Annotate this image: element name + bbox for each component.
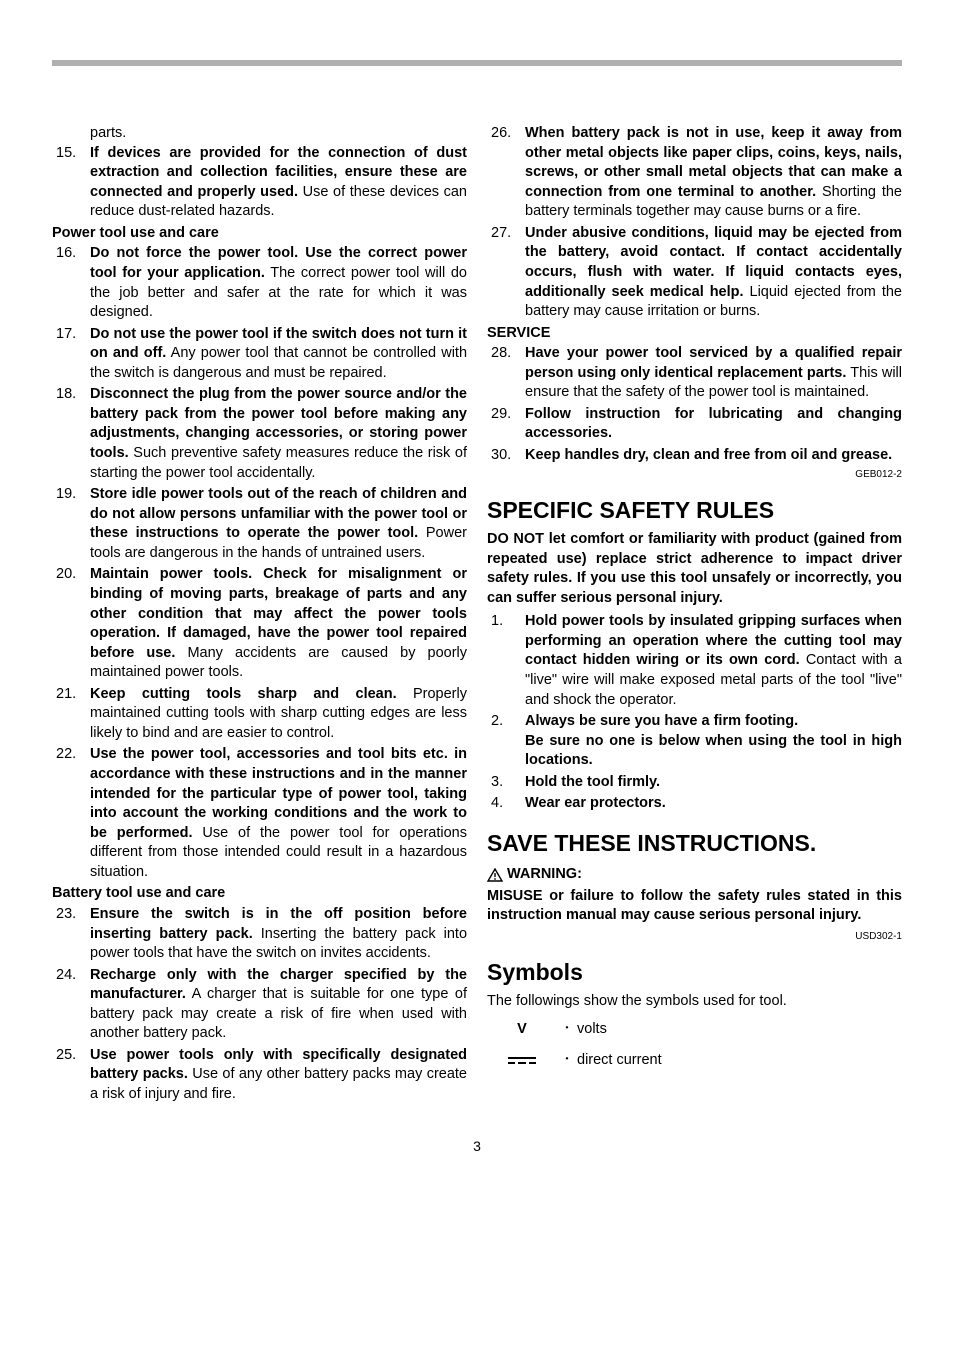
left-column: parts. 15. If devices are provided for t… — [52, 124, 467, 1107]
list-item: 17. Do not use the power tool if the swi… — [52, 325, 467, 384]
item-text: Have your power tool serviced by a quali… — [525, 344, 902, 403]
item-number: 2. — [487, 712, 525, 771]
item-number: 4. — [487, 794, 525, 814]
item-number: 21. — [52, 685, 90, 744]
item-text: Under abusive conditions, liquid may be … — [525, 224, 902, 322]
page: parts. 15. If devices are provided for t… — [0, 0, 954, 1185]
item-number: 20. — [52, 565, 90, 682]
item-text: Do not use the power tool if the switch … — [90, 325, 467, 384]
item-text: Wear ear protectors. — [525, 794, 902, 814]
item-text: Store idle power tools out of the reach … — [90, 485, 467, 563]
section-heading: SAVE THESE INSTRUCTIONS. — [487, 828, 902, 859]
item-number: 19. — [52, 485, 90, 563]
item-number: 16. — [52, 244, 90, 322]
item-text: Do not force the power tool. Use the cor… — [90, 244, 467, 322]
list-item: 23. Ensure the switch is in the off posi… — [52, 905, 467, 964]
item-text: Ensure the switch is in the off position… — [90, 905, 467, 964]
warning-body: MISUSE or failure to follow the safety r… — [487, 887, 902, 926]
item-number: 18. — [52, 385, 90, 483]
list-item: 25. Use power tools only with specifical… — [52, 1046, 467, 1105]
volt-symbol-icon: V — [487, 1020, 557, 1040]
item-text: Follow instruction for lubricating and c… — [525, 405, 902, 444]
list-item: 29. Follow instruction for lubricating a… — [487, 405, 902, 444]
page-number: 3 — [52, 1137, 902, 1156]
doc-code: USD302-1 — [487, 930, 902, 944]
symbols-intro: The followings show the symbols used for… — [487, 992, 902, 1012]
list-item: 19. Store idle power tools out of the re… — [52, 485, 467, 563]
item-14-continuation: parts. — [90, 124, 467, 144]
symbol-row: ･ direct current — [487, 1051, 902, 1071]
subheading: SERVICE — [487, 324, 902, 344]
item-number: 26. — [487, 124, 525, 222]
item-number: 15. — [52, 144, 90, 222]
item-number: 3. — [487, 773, 525, 793]
list-item: 1. Hold power tools by insulated grippin… — [487, 612, 902, 710]
symbol-row: V ･ volts — [487, 1020, 902, 1040]
list-item: 26. When battery pack is not in use, kee… — [487, 124, 902, 222]
section-intro: DO NOT let comfort or familiarity with p… — [487, 530, 902, 608]
item-text: Hold the tool firmly. — [525, 773, 902, 793]
section-heading: Symbols — [487, 957, 902, 988]
list-item: 15. If devices are provided for the conn… — [52, 144, 467, 222]
item-text: Always be sure you have a firm footing.B… — [525, 712, 902, 771]
item-text: Use the power tool, accessories and tool… — [90, 745, 467, 882]
warning-triangle-icon — [487, 868, 503, 882]
list-item: 30. Keep handles dry, clean and free fro… — [487, 446, 902, 466]
section-heading: SPECIFIC SAFETY RULES — [487, 495, 902, 526]
item-text: Maintain power tools. Check for misalign… — [90, 565, 467, 682]
item-number: 1. — [487, 612, 525, 710]
item-number: 25. — [52, 1046, 90, 1105]
warning-heading: WARNING: — [487, 865, 902, 885]
list-item: 18. Disconnect the plug from the power s… — [52, 385, 467, 483]
list-item: 16. Do not force the power tool. Use the… — [52, 244, 467, 322]
list-item: 3. Hold the tool firmly. — [487, 773, 902, 793]
header-bar — [52, 60, 902, 66]
item-number: 23. — [52, 905, 90, 964]
item-number: 30. — [487, 446, 525, 466]
bullet-icon: ･ — [557, 1020, 577, 1040]
doc-code: GEB012-2 — [487, 468, 902, 482]
item-number: 27. — [487, 224, 525, 322]
item-number: 17. — [52, 325, 90, 384]
list-item: 20. Maintain power tools. Check for misa… — [52, 565, 467, 682]
subheading: Battery tool use and care — [52, 884, 467, 904]
list-item: 22. Use the power tool, accessories and … — [52, 745, 467, 882]
bullet-icon: ･ — [557, 1051, 577, 1071]
subheading: Power tool use and care — [52, 224, 467, 244]
item-number: 29. — [487, 405, 525, 444]
item-text: Keep cutting tools sharp and clean. Prop… — [90, 685, 467, 744]
item-number: 22. — [52, 745, 90, 882]
item-text: Keep handles dry, clean and free from oi… — [525, 446, 902, 466]
item-text: Use power tools only with specifically d… — [90, 1046, 467, 1105]
item-text: Disconnect the plug from the power sourc… — [90, 385, 467, 483]
dc-symbol-icon — [487, 1051, 557, 1071]
item-text: Hold power tools by insulated gripping s… — [525, 612, 902, 710]
list-item: 4. Wear ear protectors. — [487, 794, 902, 814]
warning-label: WARNING: — [507, 865, 582, 885]
symbol-label: direct current — [577, 1051, 902, 1071]
item-number: 24. — [52, 966, 90, 1044]
list-item: 24. Recharge only with the charger speci… — [52, 966, 467, 1044]
item-text: Recharge only with the charger specified… — [90, 966, 467, 1044]
list-item: 21. Keep cutting tools sharp and clean. … — [52, 685, 467, 744]
list-item: 2. Always be sure you have a firm footin… — [487, 712, 902, 771]
item-text: When battery pack is not in use, keep it… — [525, 124, 902, 222]
symbol-label: volts — [577, 1020, 902, 1040]
right-column: 26. When battery pack is not in use, kee… — [487, 124, 902, 1107]
list-item: 27. Under abusive conditions, liquid may… — [487, 224, 902, 322]
item-number: 28. — [487, 344, 525, 403]
item-text: If devices are provided for the connecti… — [90, 144, 467, 222]
list-item: 28. Have your power tool serviced by a q… — [487, 344, 902, 403]
content-columns: parts. 15. If devices are provided for t… — [52, 124, 902, 1107]
